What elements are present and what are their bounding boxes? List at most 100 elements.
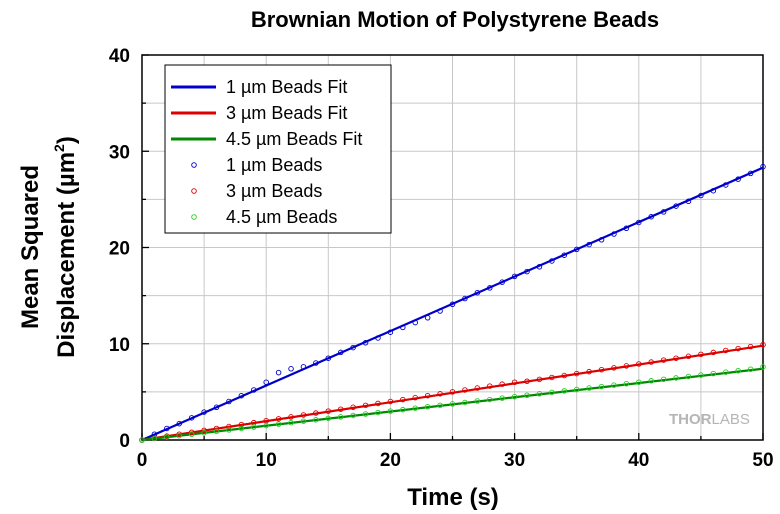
- data-point-3-um-beads: [760, 341, 766, 348]
- series-line-1-um-beads-fit: [141, 166, 764, 442]
- data-point-4-5-um-beads: [561, 388, 568, 394]
- data-point-4-5-um-beads: [375, 409, 381, 416]
- legend-swatch-1-um-beads: [191, 162, 197, 168]
- data-point-1-um-beads: [685, 198, 692, 205]
- data-point-3-um-beads: [387, 398, 394, 405]
- data-point-4-5-um-beads: [511, 393, 518, 400]
- data-point-4-5-um-beads: [201, 430, 207, 436]
- legend-swatch-3-um-beads: [191, 188, 197, 194]
- data-point-4-5-um-beads: [226, 427, 232, 433]
- x-tick-label: 30: [504, 450, 525, 471]
- svg-text:THORLABS: THORLABS: [669, 411, 750, 428]
- x-tick-label: 20: [380, 450, 401, 471]
- data-point-4-5-um-beads: [387, 408, 394, 414]
- plot-area: [141, 54, 764, 441]
- data-point-1-um-beads: [176, 420, 183, 427]
- data-point-1-um-beads: [387, 329, 394, 335]
- series-layer: [139, 163, 766, 443]
- data-point-4-5-um-beads: [288, 419, 294, 426]
- data-point-3-um-beads: [362, 402, 369, 409]
- data-point-3-um-beads: [313, 410, 319, 416]
- data-point-3-um-beads: [462, 387, 468, 393]
- data-point-3-um-beads: [536, 376, 543, 383]
- data-point-3-um-beads: [437, 391, 443, 397]
- data-point-4-5-um-beads: [412, 405, 418, 411]
- data-point-3-um-beads: [487, 383, 493, 389]
- data-point-4-5-um-beads: [722, 369, 729, 375]
- data-point-4-5-um-beads: [362, 411, 369, 417]
- data-point-1-um-beads: [735, 176, 741, 182]
- data-point-4-5-um-beads: [188, 431, 195, 437]
- data-point-3-um-beads: [375, 400, 381, 407]
- watermark: THORLABS: [669, 411, 750, 428]
- data-point-1-um-beads: [660, 209, 667, 215]
- data-point-4-5-um-beads: [549, 389, 555, 396]
- data-point-4-5-um-beads: [735, 367, 741, 374]
- y-axis-label-line1: Mean Squared: [17, 165, 44, 329]
- data-point-4-5-um-beads: [151, 435, 158, 442]
- data-point-1-um-beads: [424, 315, 431, 321]
- data-point-1-um-beads: [636, 219, 642, 226]
- data-point-1-um-beads: [238, 392, 245, 399]
- data-point-3-um-beads: [698, 351, 704, 358]
- data-point-4-5-um-beads: [313, 417, 319, 423]
- data-point-4-5-um-beads: [747, 366, 754, 373]
- data-point-3-um-beads: [449, 389, 456, 395]
- data-point-3-um-beads: [561, 372, 568, 379]
- data-point-4-5-um-beads: [636, 379, 642, 386]
- x-tick-label: 0: [137, 450, 148, 471]
- data-point-1-um-beads: [300, 364, 307, 370]
- data-point-4-5-um-beads: [685, 373, 692, 380]
- data-point-1-um-beads: [648, 213, 654, 220]
- data-point-3-um-beads: [201, 427, 207, 434]
- data-point-3-um-beads: [350, 404, 356, 411]
- y-axis-label: Mean Squared Displacement (µm2): [17, 136, 80, 358]
- data-point-1-um-beads: [511, 273, 518, 280]
- data-point-3-um-beads: [511, 379, 518, 386]
- data-point-1-um-beads: [747, 170, 754, 177]
- data-point-4-5-um-beads: [698, 372, 704, 378]
- data-point-1-um-beads: [722, 182, 729, 188]
- data-point-4-5-um-beads: [424, 404, 431, 410]
- legend-label-4-5-um-beads: 4.5 µm Beads: [226, 207, 337, 227]
- data-point-4-5-um-beads: [648, 378, 654, 384]
- data-point-3-um-beads: [412, 394, 418, 401]
- x-tick-label: 40: [628, 450, 649, 471]
- data-point-1-um-beads: [673, 203, 679, 209]
- data-point-3-um-beads: [573, 370, 580, 377]
- legend-label-1-um-beads: 1 µm Beads: [226, 155, 322, 175]
- data-point-3-um-beads: [226, 423, 232, 430]
- data-point-3-um-beads: [685, 353, 692, 360]
- x-tick-label: 50: [752, 450, 773, 471]
- data-point-1-um-beads: [462, 295, 468, 302]
- data-point-4-5-um-beads: [474, 398, 481, 404]
- data-point-3-um-beads: [673, 355, 679, 361]
- legend-label-3-um-beads-fit: 3 µm Beads Fit: [226, 103, 347, 123]
- data-point-1-um-beads: [536, 264, 543, 270]
- data-point-3-um-beads: [735, 345, 741, 352]
- data-point-3-um-beads: [325, 408, 332, 414]
- data-point-3-um-beads: [524, 378, 530, 385]
- data-point-4-5-um-beads: [251, 424, 257, 430]
- data-point-1-um-beads: [586, 241, 592, 248]
- data-point-4-5-um-beads: [437, 402, 443, 409]
- legend-label-1-um-beads-fit: 1 µm Beads Fit: [226, 77, 347, 97]
- data-point-3-um-beads: [598, 366, 605, 373]
- series-line-4-5-um-beads-fit: [141, 367, 764, 442]
- data-point-3-um-beads: [288, 414, 294, 420]
- data-point-4-5-um-beads: [598, 383, 605, 390]
- data-point-4-5-um-beads: [623, 380, 630, 387]
- data-point-1-um-beads: [251, 387, 257, 393]
- data-point-1-um-beads: [499, 279, 505, 285]
- data-point-4-5-um-beads: [449, 401, 456, 407]
- data-point-3-um-beads: [722, 347, 729, 354]
- data-point-1-um-beads: [760, 163, 766, 170]
- data-point-1-um-beads: [524, 268, 530, 275]
- legend-box: [164, 64, 392, 234]
- data-point-1-um-beads: [437, 308, 443, 314]
- data-point-4-5-um-beads: [660, 376, 667, 383]
- data-point-1-um-beads: [449, 301, 456, 308]
- data-point-1-um-beads: [710, 187, 717, 194]
- data-point-3-um-beads: [238, 421, 245, 428]
